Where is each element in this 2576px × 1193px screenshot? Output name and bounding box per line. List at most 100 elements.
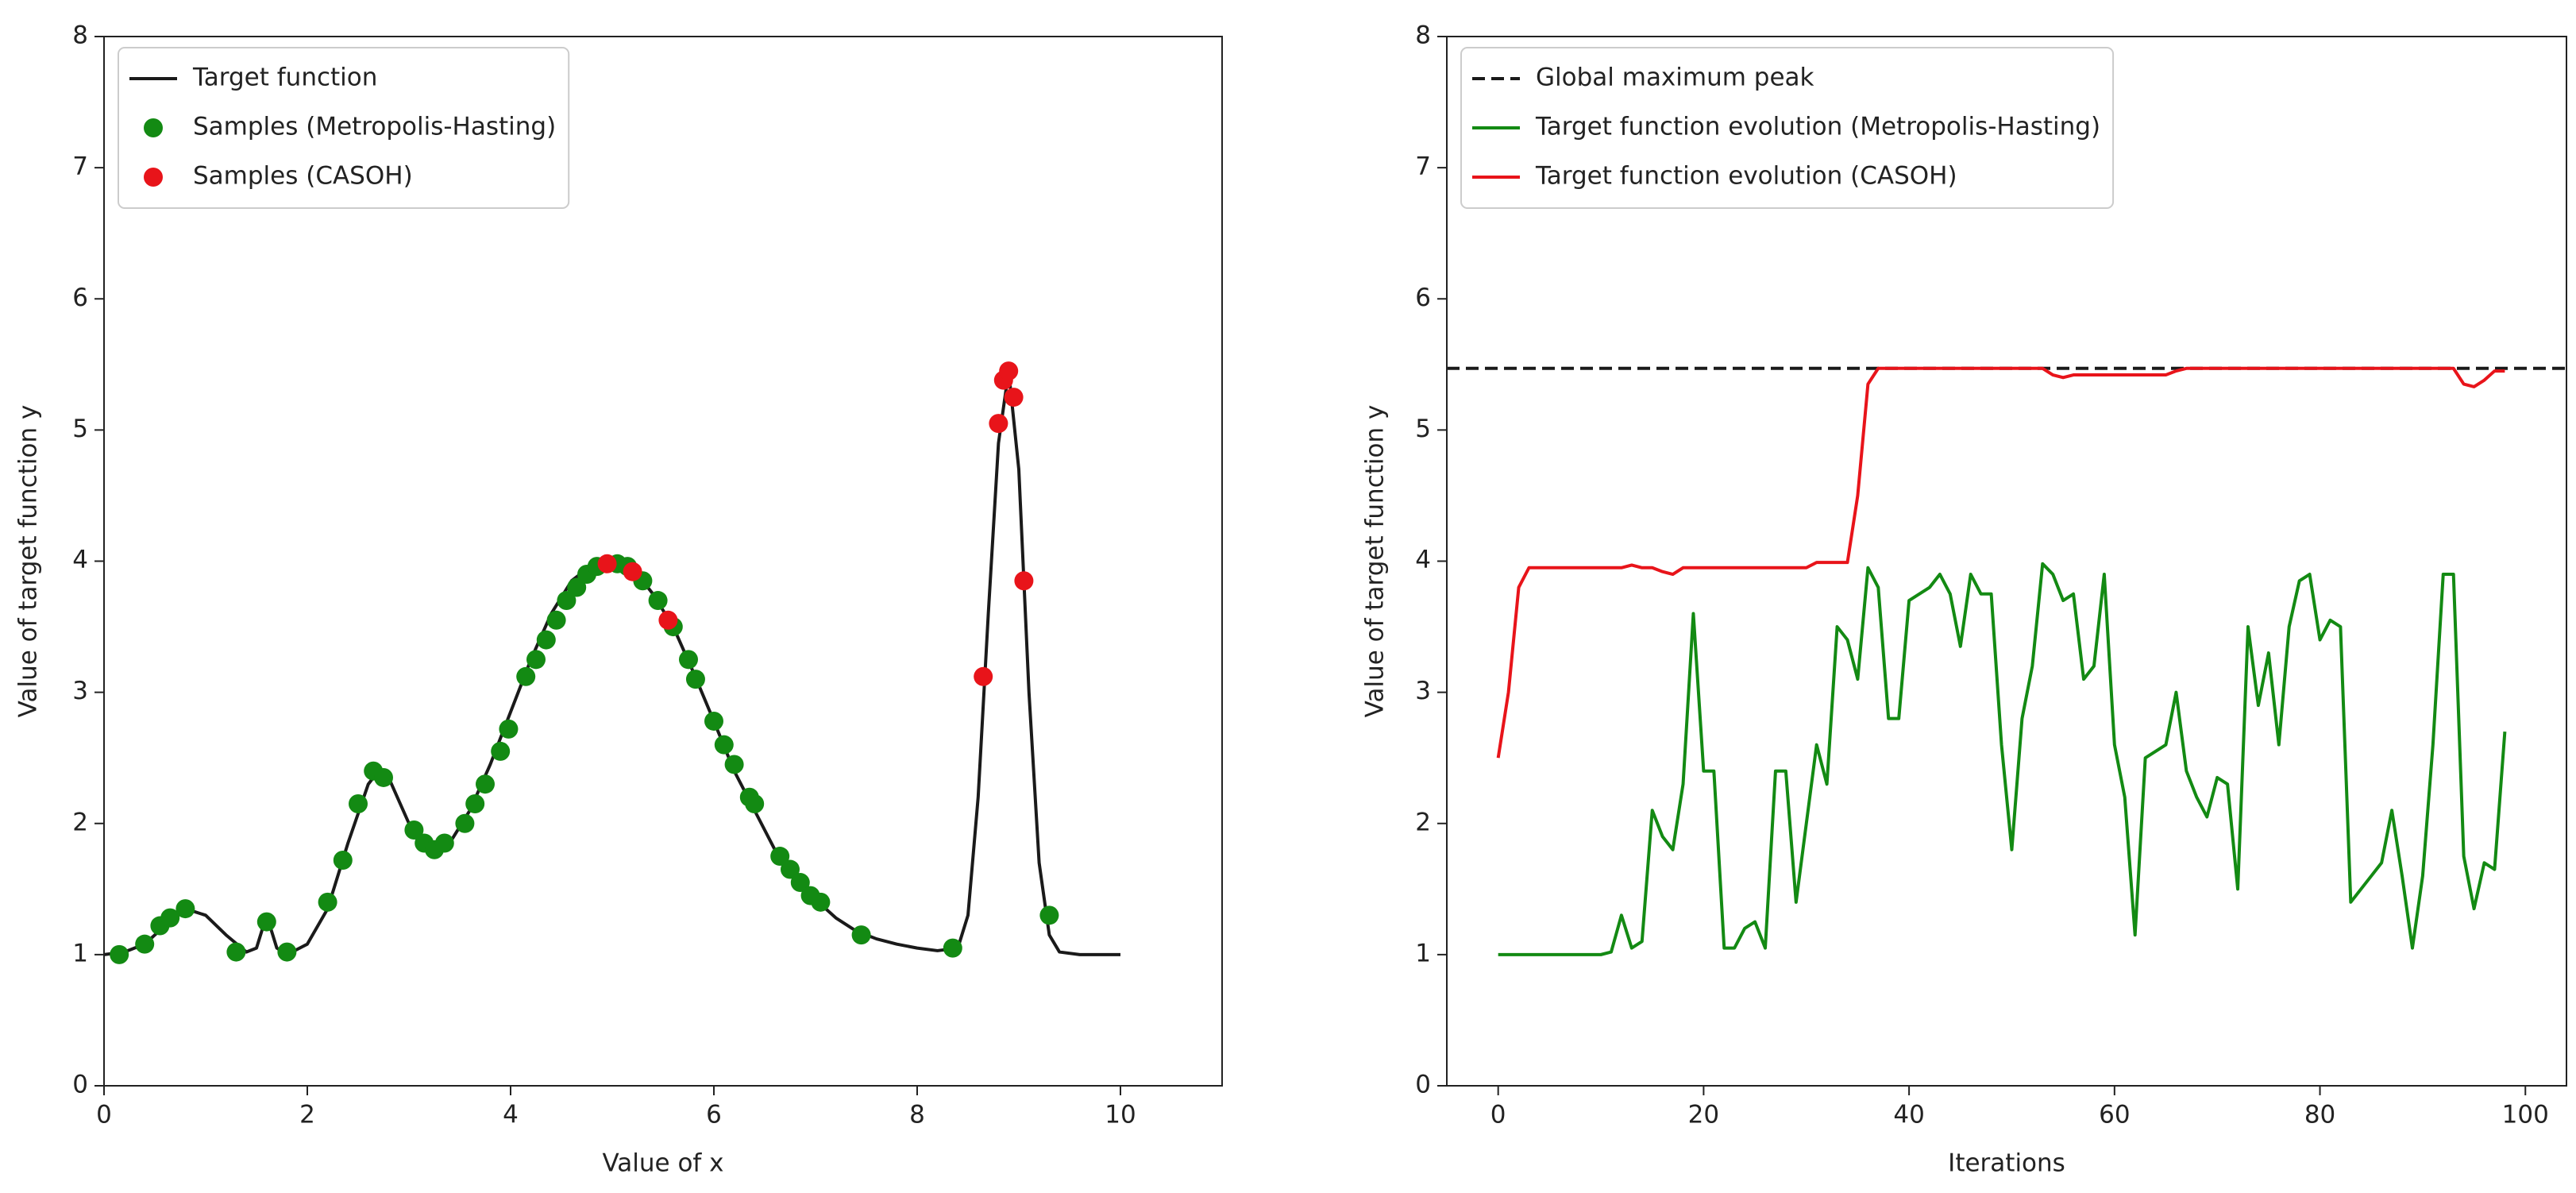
sample-point <box>704 711 723 731</box>
x-axis-label: Iterations <box>1948 1149 2065 1178</box>
sample-point <box>110 944 129 964</box>
series-line <box>103 369 1120 956</box>
x-tick-label: 60 <box>2099 1101 2130 1129</box>
sample-point <box>333 850 353 870</box>
sample-point <box>499 719 519 739</box>
y-tick-label: 6 <box>1415 284 1431 312</box>
sample-point <box>781 859 800 879</box>
legend-label: Samples (CASOH) <box>193 162 413 191</box>
y-axis-label: Value of target function y <box>1361 405 1390 718</box>
y-tick-label: 6 <box>72 284 88 312</box>
sample-point <box>714 735 734 755</box>
legend-marker <box>144 118 163 137</box>
sample-point <box>851 925 871 945</box>
sample-point <box>623 562 642 581</box>
subplot: 0 20 40 60 80 100 0 1 2 3 4 5 6 7 8 Iterations Value of … <box>1361 21 2567 1178</box>
sample-point <box>175 899 195 919</box>
sample-point <box>476 774 495 794</box>
sample-point <box>745 793 765 813</box>
y-tick-label: 8 <box>72 21 88 50</box>
sample-point <box>491 741 511 761</box>
sample-point <box>811 892 831 912</box>
x-tick-label: 8 <box>909 1101 925 1129</box>
plot-frame <box>1446 36 2567 1087</box>
y-tick-label: 2 <box>1415 808 1431 836</box>
legend-label: Target function <box>192 64 377 92</box>
sample-point <box>226 942 246 962</box>
sample-point <box>318 892 337 912</box>
x-tick-label: 80 <box>2304 1101 2335 1129</box>
sample-point <box>256 912 276 932</box>
y-tick-label: 5 <box>1415 415 1431 443</box>
sample-point <box>1004 388 1024 407</box>
sample-point <box>536 630 556 650</box>
legend-marker <box>144 168 163 187</box>
x-tick-label: 0 <box>1490 1101 1506 1129</box>
x-tick-label: 100 <box>2502 1101 2549 1129</box>
legend-label: Target function evolution (Metropolis-Ha… <box>1535 113 2100 141</box>
legend-label: Samples (Metropolis-Hasting) <box>193 113 556 141</box>
y-tick-label: 5 <box>72 415 88 443</box>
sample-point <box>974 666 993 686</box>
subplot: 0 2 4 6 8 10 0 1 2 3 4 5 6 7 8 Value of x Value of targe… <box>14 21 1223 1178</box>
x-tick-label: 40 <box>1893 1101 1924 1129</box>
y-tick-label: 8 <box>1415 21 1431 50</box>
sample-point <box>557 591 577 611</box>
sample-point <box>374 767 393 787</box>
legend-frame <box>118 47 570 209</box>
x-tick-label: 0 <box>96 1101 112 1129</box>
sample-point <box>516 666 536 686</box>
sample-point <box>999 361 1019 381</box>
sample-point <box>546 610 566 630</box>
sample-point <box>404 820 424 840</box>
series-line <box>1496 366 2505 759</box>
y-tick-label: 3 <box>1415 677 1431 705</box>
sample-point <box>648 591 668 611</box>
y-tick-label: 7 <box>1415 153 1431 181</box>
y-tick-label: 0 <box>72 1071 88 1099</box>
x-tick-label: 10 <box>1105 1101 1136 1129</box>
x-axis-label: Value of x <box>602 1149 723 1178</box>
sample-point <box>1014 571 1034 591</box>
x-tick-label: 4 <box>503 1101 519 1129</box>
x-tick-label: 6 <box>706 1101 722 1129</box>
y-tick-label: 2 <box>72 808 88 836</box>
series-line <box>1498 562 2507 956</box>
sample-point <box>567 577 587 597</box>
sample-point <box>434 833 454 853</box>
sample-point <box>465 793 485 813</box>
y-tick-label: 0 <box>1415 1071 1431 1099</box>
legend-label: Global maximum peak <box>1536 64 1814 92</box>
sample-point <box>526 650 546 670</box>
sample-point <box>160 908 180 928</box>
sample-point <box>724 755 744 774</box>
sample-point <box>770 847 790 867</box>
y-tick-label: 7 <box>72 153 88 181</box>
y-tick-label: 3 <box>72 677 88 705</box>
y-tick-label: 4 <box>1415 546 1431 574</box>
sample-point <box>277 942 297 962</box>
legend-frame <box>1460 47 2115 209</box>
sample-point <box>679 650 698 670</box>
sample-point <box>455 813 475 833</box>
x-tick-label: 20 <box>1688 1101 1719 1129</box>
sample-point <box>349 793 368 813</box>
y-tick-label: 4 <box>72 546 88 574</box>
y-tick-label: 1 <box>1415 939 1431 967</box>
plot-frame <box>103 36 1223 1087</box>
sample-point <box>989 414 1008 434</box>
y-tick-label: 1 <box>72 939 88 967</box>
y-axis-label: Value of target function y <box>14 405 43 718</box>
x-tick-label: 2 <box>299 1101 315 1129</box>
sample-point <box>685 670 705 689</box>
sample-point <box>597 554 617 573</box>
legend: Global maximum peak Target function evolu… <box>1460 47 2115 209</box>
sample-point <box>1039 905 1059 925</box>
sample-point <box>943 938 962 958</box>
sample-point <box>790 873 810 893</box>
legend: Target function Samples (Metropolis-Hasti… <box>118 47 570 209</box>
sample-point <box>658 610 678 630</box>
sample-point <box>135 934 155 954</box>
